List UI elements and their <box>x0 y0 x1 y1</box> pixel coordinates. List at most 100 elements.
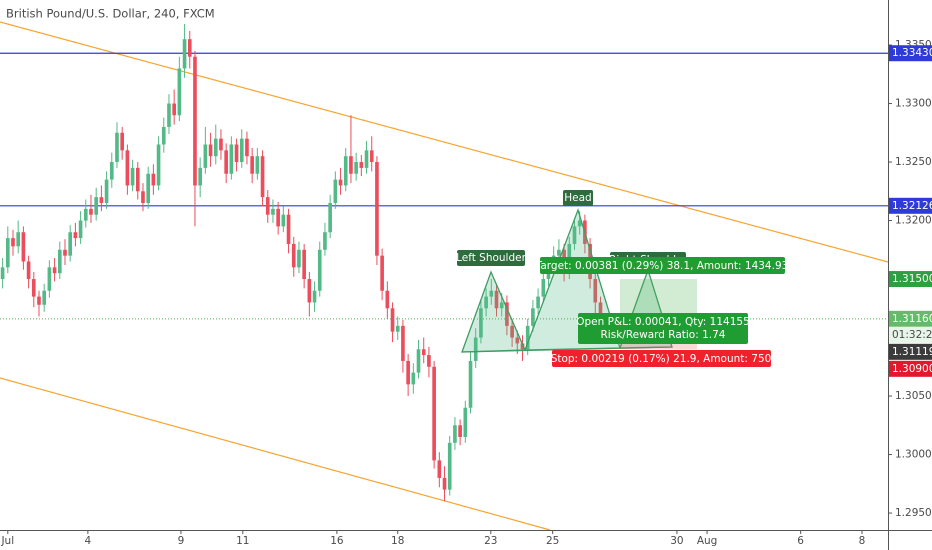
candle-body <box>255 156 260 174</box>
candle-body <box>406 360 410 385</box>
candle-body <box>31 279 36 297</box>
candle-body <box>421 349 426 356</box>
price-label: 1.31119 <box>892 346 932 358</box>
candle-body <box>416 349 421 373</box>
label-box <box>563 190 593 206</box>
x-tick-label: 6 <box>797 535 804 547</box>
price-label-box <box>889 197 932 214</box>
candle-body <box>364 150 369 168</box>
candle-body <box>499 302 504 309</box>
candle-body <box>245 138 249 157</box>
candle-body <box>156 144 161 186</box>
candle-body <box>57 249 62 274</box>
candle-body <box>16 232 21 247</box>
candle-body <box>47 267 52 291</box>
candle-body <box>437 460 442 478</box>
chart-title: British Pound/U.S. Dollar, 240, FXCM <box>6 7 215 21</box>
candle-body <box>333 179 338 203</box>
candle-body <box>349 156 353 174</box>
candle-body <box>520 343 525 350</box>
candle-body <box>37 296 41 305</box>
price-label: 1.33430 <box>892 47 932 59</box>
candle-body <box>42 290 47 305</box>
rr-text: Risk/Reward Ratio: 1.74 <box>601 329 726 341</box>
neckline <box>461 346 673 353</box>
candle-body <box>395 325 400 332</box>
candle-body <box>151 173 156 186</box>
candle-body <box>99 197 104 203</box>
candle-body <box>203 144 208 168</box>
candle-body <box>302 249 306 280</box>
label-box <box>457 250 525 266</box>
candle-body <box>265 197 270 215</box>
candle-body <box>208 144 213 157</box>
price-label-box <box>889 343 932 360</box>
target-zone <box>620 279 697 319</box>
candle-body <box>557 249 561 256</box>
candle-body <box>234 144 239 163</box>
y-tick-label: 1.33000 <box>895 98 932 110</box>
candle-body <box>146 173 150 203</box>
price-label: 1.31160 <box>892 313 932 325</box>
left-shoulder-label: Left Shoulder <box>456 252 527 264</box>
candle-body <box>104 179 109 203</box>
candle-body <box>78 220 83 239</box>
candle-body <box>135 167 140 192</box>
candle-body <box>89 208 93 215</box>
candle-body <box>385 290 390 309</box>
candle-body <box>271 208 275 215</box>
price-label-box <box>889 271 932 288</box>
countdown: 01:32:20 <box>892 329 932 341</box>
candle-body <box>338 179 343 186</box>
candle-body <box>494 290 499 309</box>
price-label: 1.31500 <box>892 273 932 285</box>
candle-body <box>463 407 468 437</box>
candle-body <box>260 156 265 198</box>
candle-body <box>369 150 374 163</box>
candle-body <box>68 232 73 256</box>
countdown-box <box>889 326 932 343</box>
pnl-box <box>578 313 748 344</box>
candle-body <box>447 442 452 490</box>
candle-body <box>161 126 166 145</box>
x-tick-label: 4 <box>85 535 92 547</box>
x-tick-label: 30 <box>670 535 683 547</box>
candle-body <box>525 325 530 350</box>
candle-body <box>125 150 130 186</box>
price-label-box <box>889 360 932 377</box>
candle-body <box>182 39 187 69</box>
candle-body <box>401 325 405 361</box>
candle-body <box>411 372 416 385</box>
candle-body <box>427 355 431 367</box>
candle-body <box>354 162 358 174</box>
trend-line <box>0 377 551 531</box>
candle-body <box>167 103 171 127</box>
candle-body <box>442 477 447 490</box>
candle-body <box>250 156 254 174</box>
position-labels: Target: 0.00381 (0.29%) 38.1, Amount: 14… <box>535 257 788 367</box>
candle-body <box>177 68 182 116</box>
x-tick-label: 16 <box>330 535 344 547</box>
candle-body <box>307 279 312 303</box>
candle-body <box>458 425 462 437</box>
candle-body <box>510 325 514 338</box>
x-tick-label: 18 <box>391 535 404 547</box>
candle-body <box>312 290 317 303</box>
candle-body <box>489 290 494 297</box>
stop-text: Stop: 0.00219 (0.17%) 21.9, Amount: 750 <box>551 353 772 365</box>
candle-body <box>115 132 119 163</box>
candle-body <box>375 162 379 256</box>
x-tick-label: 8 <box>859 535 866 547</box>
candle-body <box>219 138 223 151</box>
price-label: 1.32126 <box>892 200 932 212</box>
candle-body <box>286 214 291 244</box>
candle-body <box>359 162 364 168</box>
trend-line <box>0 21 889 263</box>
price-label-box <box>889 45 932 62</box>
candle-body <box>453 425 457 443</box>
time-axis <box>0 530 932 550</box>
y-tick-label: 1.32500 <box>895 156 932 168</box>
candle-body <box>598 302 603 324</box>
candle-body <box>172 103 176 116</box>
